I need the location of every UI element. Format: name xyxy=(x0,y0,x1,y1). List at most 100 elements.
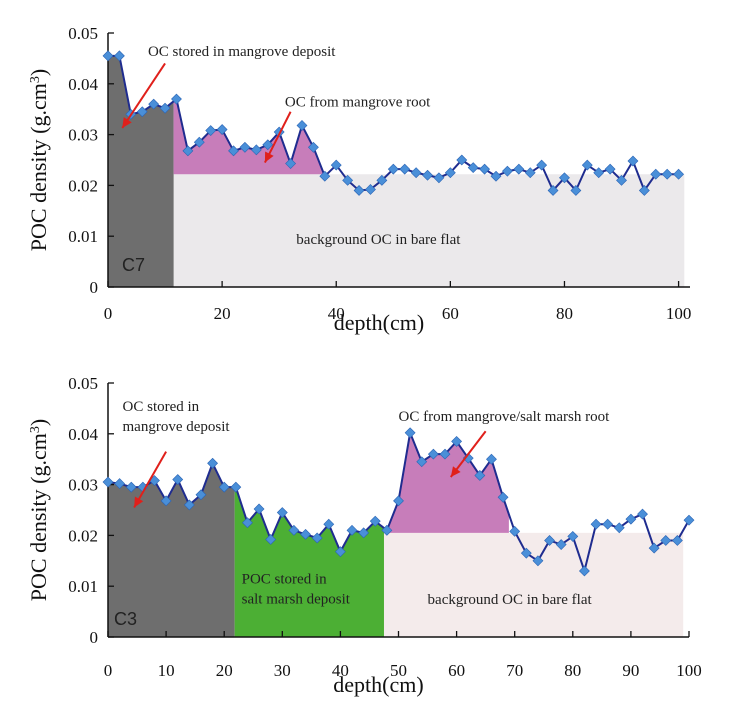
data-point xyxy=(604,163,616,175)
y-tick-label: 0.02 xyxy=(68,526,98,545)
data-point xyxy=(486,453,497,465)
data-point xyxy=(410,167,422,179)
data-point xyxy=(650,168,662,180)
data-point xyxy=(399,163,411,175)
data-point xyxy=(353,185,365,196)
data-point xyxy=(330,159,342,171)
data-point xyxy=(547,185,559,196)
x-tick-label: 40 xyxy=(328,304,345,323)
x-tick-label: 10 xyxy=(158,661,175,680)
data-point xyxy=(230,481,242,493)
data-point xyxy=(479,163,491,175)
chart-c7: 0 0.01 0.02 0.03 0.04 0.05 0 20 40 60 80 100 depth(c… xyxy=(26,24,691,335)
data-point xyxy=(520,547,532,559)
annotation-arrowhead xyxy=(122,117,132,128)
y-tick-label: 0.05 xyxy=(68,374,98,393)
data-point xyxy=(381,524,393,536)
y-tick-label: 0.03 xyxy=(68,476,98,495)
data-point xyxy=(509,525,521,537)
y-tick-label: 0.01 xyxy=(68,577,98,596)
region-bare-flat xyxy=(383,532,684,637)
data-point xyxy=(501,165,513,177)
x-tick-label: 100 xyxy=(666,304,692,323)
data-point xyxy=(346,524,358,536)
annotation-arrowhead xyxy=(134,496,144,508)
data-point xyxy=(242,517,253,529)
data-point xyxy=(567,530,579,542)
data-point xyxy=(513,163,525,175)
data-point xyxy=(239,141,251,153)
x-tick-label: 30 xyxy=(274,661,291,680)
data-point xyxy=(439,448,451,460)
data-point xyxy=(136,106,148,118)
data-point xyxy=(342,174,354,186)
data-point xyxy=(683,514,695,526)
data-point xyxy=(416,456,428,468)
data-point xyxy=(602,518,614,530)
x-tick-label: 40 xyxy=(332,661,349,680)
y-tick-label: 0.04 xyxy=(68,75,98,94)
data-point xyxy=(228,145,239,157)
data-point xyxy=(265,534,277,545)
data-point xyxy=(319,170,331,182)
data-point xyxy=(532,555,544,567)
annotation-arrow xyxy=(133,451,167,508)
data-point xyxy=(593,167,605,179)
data-point xyxy=(490,170,502,182)
data-point xyxy=(296,120,308,131)
data-point xyxy=(218,481,230,493)
annotation-arrowhead xyxy=(264,151,274,163)
data-point xyxy=(581,159,593,171)
x-tick-label: 80 xyxy=(556,304,573,323)
data-point xyxy=(462,452,474,464)
data-point xyxy=(323,518,335,530)
data-point xyxy=(125,481,137,493)
data-point xyxy=(387,163,399,175)
x-tick-label: 80 xyxy=(564,661,581,680)
data-point xyxy=(536,159,548,171)
annotation-text: background OC in bare flat xyxy=(296,232,461,248)
y-tick-label: 0.03 xyxy=(68,126,98,145)
data-point xyxy=(253,503,265,515)
annotation-arrowhead xyxy=(450,466,461,477)
y-tick-label: 0.05 xyxy=(68,24,98,43)
data-point xyxy=(427,448,439,460)
data-point xyxy=(444,167,456,179)
x-tick-label: 0 xyxy=(104,661,113,680)
x-tick-label: 70 xyxy=(506,661,523,680)
data-point xyxy=(205,125,217,136)
y-tick-label: 0.02 xyxy=(68,176,98,195)
data-point xyxy=(365,184,376,195)
x-tick-label: 60 xyxy=(442,304,459,323)
annotation-text: salt marsh deposit xyxy=(242,592,351,608)
data-point xyxy=(171,93,182,105)
data-point xyxy=(422,169,433,181)
panel-label: C7 xyxy=(122,255,145,275)
x-tick-label: 60 xyxy=(448,661,465,680)
data-point xyxy=(183,499,195,511)
data-point xyxy=(637,508,648,520)
x-axis-label: depth(cm) xyxy=(333,672,423,697)
data-point xyxy=(358,527,370,539)
data-point xyxy=(590,518,602,530)
data-point xyxy=(613,522,625,534)
region-mangrove-deposit xyxy=(108,55,174,287)
data-point xyxy=(433,172,445,184)
x-tick-label: 0 xyxy=(104,304,113,323)
annotation-text: OC stored in xyxy=(123,399,200,415)
data-point xyxy=(524,167,536,179)
data-point xyxy=(474,470,486,481)
data-point xyxy=(288,524,300,536)
y-tick-label: 0.01 xyxy=(68,227,98,246)
data-point xyxy=(660,535,672,546)
data-point xyxy=(195,489,207,501)
data-point xyxy=(300,528,311,540)
data-point xyxy=(113,50,125,62)
data-point xyxy=(559,172,570,184)
data-point xyxy=(544,535,555,546)
data-point xyxy=(648,542,660,554)
data-point xyxy=(307,141,319,153)
data-point xyxy=(616,174,627,186)
data-point xyxy=(627,155,639,167)
